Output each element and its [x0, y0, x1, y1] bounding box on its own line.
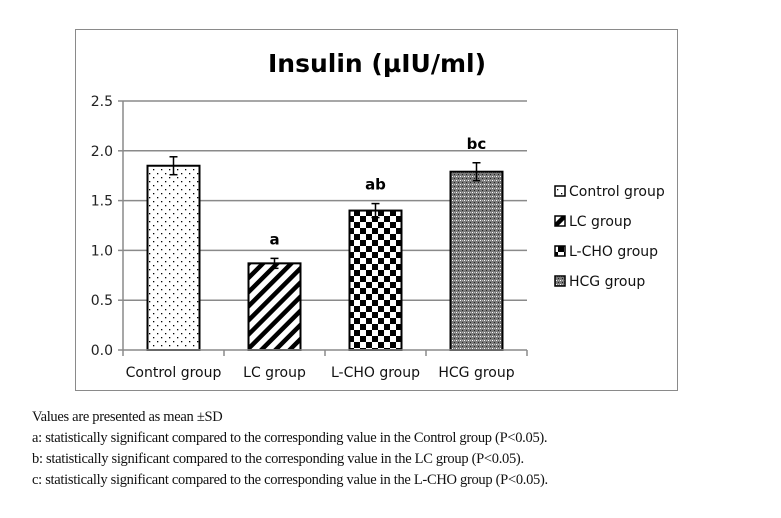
y-tick-label: 0.5: [91, 293, 113, 309]
legend-label: Control group: [569, 184, 665, 200]
y-tick-label: 1.0: [91, 243, 113, 259]
bar-lc-group: [247, 262, 302, 351]
insulin-bar-chart: Insulin (µIU/ml) a ab bc 0.0 0.5 1.0 1.5 2.0 2.…: [91, 49, 665, 381]
x-tick-label: HCG group: [438, 365, 514, 381]
y-tick-label: 1.5: [91, 194, 113, 210]
bar-l-cho-group: [348, 209, 403, 351]
x-tick-label: L-CHO group: [331, 365, 420, 381]
bar-hcg-group: [449, 170, 504, 351]
note-mean-sd: Values are presented as mean ±SD: [32, 409, 223, 425]
legend-swatch: [554, 275, 566, 287]
legend-label: L-CHO group: [569, 244, 658, 260]
note-c: c: statistically significant compared to…: [32, 472, 548, 488]
y-tick-label: 2.5: [91, 94, 113, 110]
legend-label: HCG group: [569, 274, 645, 290]
legend-swatch: [554, 215, 566, 227]
legend-swatch: [554, 185, 566, 197]
significance-label: ab: [365, 176, 386, 194]
y-tick-label: 0.0: [91, 343, 113, 359]
note-a: a: statistically significant compared to…: [32, 430, 548, 446]
note-b: b: statistically significant compared to…: [32, 451, 524, 467]
figure-notes: Values are presented as mean ±SD a: stat…: [32, 407, 772, 491]
x-tick-label: Control group: [126, 365, 222, 381]
bar-control-group: [146, 164, 201, 351]
x-tick-label: LC group: [243, 365, 306, 381]
significance-label: a: [269, 230, 279, 248]
legend-label: LC group: [569, 214, 632, 230]
significance-label: bc: [467, 135, 487, 153]
y-tick-label: 2.0: [91, 144, 113, 160]
legend-swatch: [554, 245, 566, 257]
chart-title: Insulin (µIU/ml): [268, 49, 486, 78]
